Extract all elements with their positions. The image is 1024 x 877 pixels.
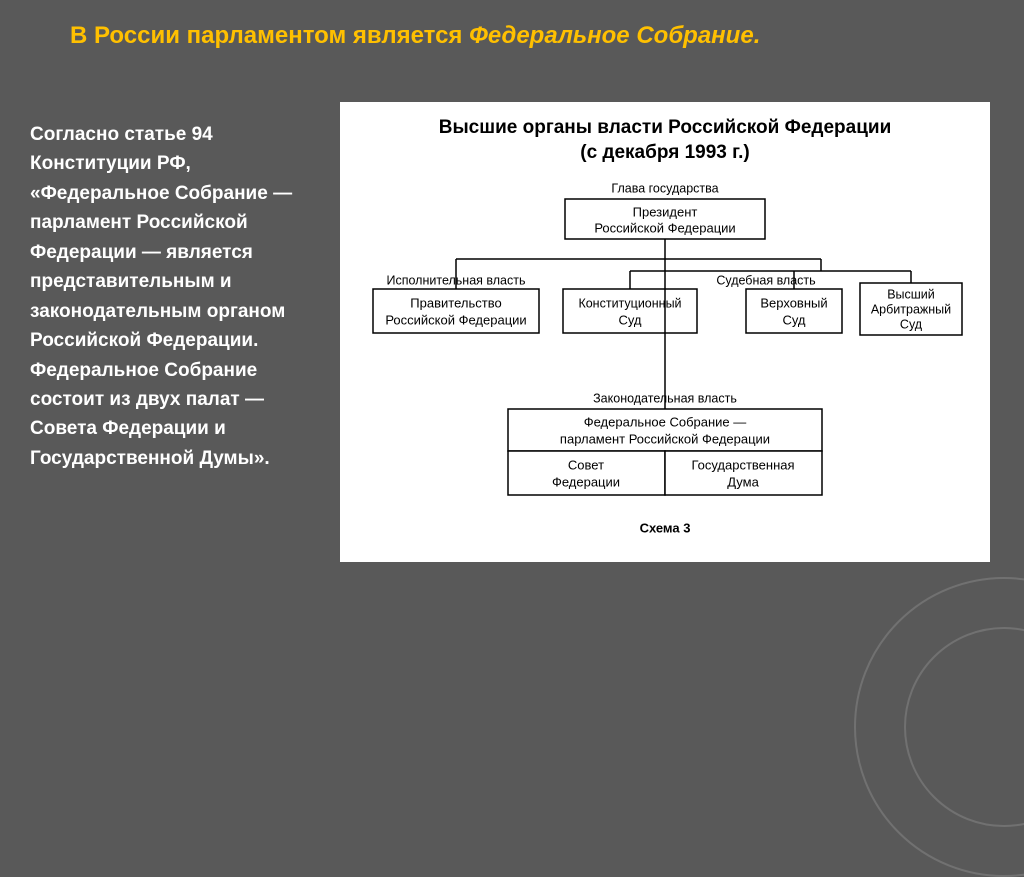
legislative-label: Законодательная власть bbox=[593, 392, 737, 406]
slide-title: В России парламентом является Федерально… bbox=[70, 22, 994, 50]
jud1-l1: Конституционный bbox=[578, 297, 681, 311]
exec-l1: Правительство bbox=[410, 296, 501, 311]
title-italic: Федеральное Собрание. bbox=[469, 22, 760, 49]
leg-right-l2: Дума bbox=[727, 475, 759, 490]
diagram-title-l2: (с декабря 1993 г.) bbox=[580, 142, 750, 163]
jud3-l2: Арбитражный bbox=[871, 303, 951, 317]
exec-l2: Российской Федерации bbox=[385, 313, 526, 328]
leg-top-l1: Федеральное Собрание — bbox=[584, 415, 747, 430]
jud1-l2: Суд bbox=[618, 313, 641, 328]
president-l1: Президент bbox=[633, 205, 698, 220]
head-label: Глава государства bbox=[611, 182, 718, 196]
diagram-title: Высшие органы власти Российской Федераци… bbox=[358, 116, 972, 165]
decor-circle-large bbox=[854, 577, 1024, 877]
leg-left-l2: Федерации bbox=[552, 475, 620, 490]
jud3-l1: Высший bbox=[887, 288, 935, 302]
leg-left-l1: Совет bbox=[568, 458, 604, 473]
jud3-l3: Суд bbox=[900, 318, 923, 332]
jud2-l1: Верховный bbox=[760, 296, 827, 311]
title-plain: В России парламентом является bbox=[70, 22, 469, 49]
president-l2: Российской Федерации bbox=[594, 221, 735, 236]
org-chart: Глава государства Президент Российской Ф… bbox=[358, 171, 972, 551]
diagram-panel: Высшие органы власти Российской Федераци… bbox=[340, 102, 990, 562]
jud2-l2: Суд bbox=[782, 313, 805, 328]
judicial-label: Судебная власть bbox=[716, 274, 815, 288]
leg-top-l2: парламент Российской Федерации bbox=[560, 432, 770, 447]
body-text: Согласно статье 94 Конституции РФ, «Феде… bbox=[30, 120, 320, 473]
leg-right-l1: Государственная bbox=[691, 458, 794, 473]
diagram-title-l1: Высшие органы власти Российской Федераци… bbox=[439, 117, 892, 138]
diagram-caption: Схема 3 bbox=[640, 521, 691, 536]
executive-label: Исполнительная власть bbox=[387, 274, 526, 288]
